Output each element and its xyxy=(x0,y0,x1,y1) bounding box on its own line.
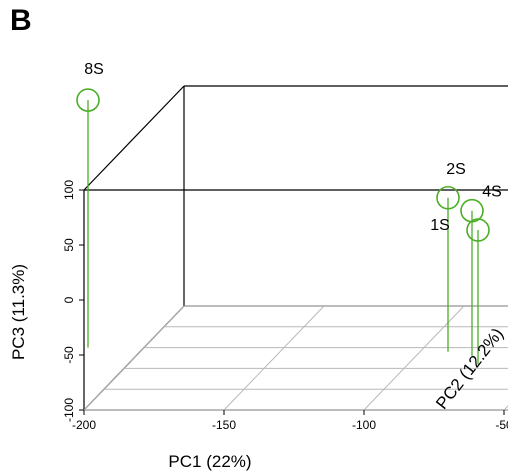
grid-line xyxy=(83,305,185,411)
x-tick-label: -200 xyxy=(72,418,96,432)
box-edge xyxy=(83,85,185,191)
marker-2S xyxy=(436,185,460,210)
label-8S: 8S xyxy=(84,61,104,78)
marker-1S xyxy=(466,218,490,242)
label-2S: 2S xyxy=(446,161,466,178)
markers xyxy=(76,88,490,242)
z-tick-label: -50 xyxy=(62,346,76,364)
z-tick-label: 50 xyxy=(62,238,76,252)
panel-letter: B xyxy=(10,4,32,37)
label-4S: 4S xyxy=(482,184,502,201)
x-tick-label: -150 xyxy=(212,418,236,432)
z-axis-label: PC3 (11.3%) xyxy=(9,264,28,360)
z-tick-label: 0 xyxy=(62,296,76,303)
axis-ticks: -200-150-100-50050100150-100-50050100150… xyxy=(62,180,508,432)
x-tick-label: -100 xyxy=(352,418,376,432)
label-1S: 1S xyxy=(430,217,450,234)
plot-box xyxy=(83,85,508,411)
grid-line xyxy=(363,305,465,411)
x-tick-label: -50 xyxy=(495,418,508,432)
z-tick-label: 100 xyxy=(62,180,76,200)
floor-grid xyxy=(83,305,508,411)
stems xyxy=(87,100,479,365)
point-labels: 1G4G8G2G8S2S4S1S1C8C4C2C xyxy=(84,61,502,234)
grid-line xyxy=(223,305,325,411)
grid-line xyxy=(503,405,508,411)
marker-8S xyxy=(76,88,100,112)
x-axis-label: PC1 (22%) xyxy=(168,452,251,471)
z-tick-label: -100 xyxy=(62,398,76,422)
